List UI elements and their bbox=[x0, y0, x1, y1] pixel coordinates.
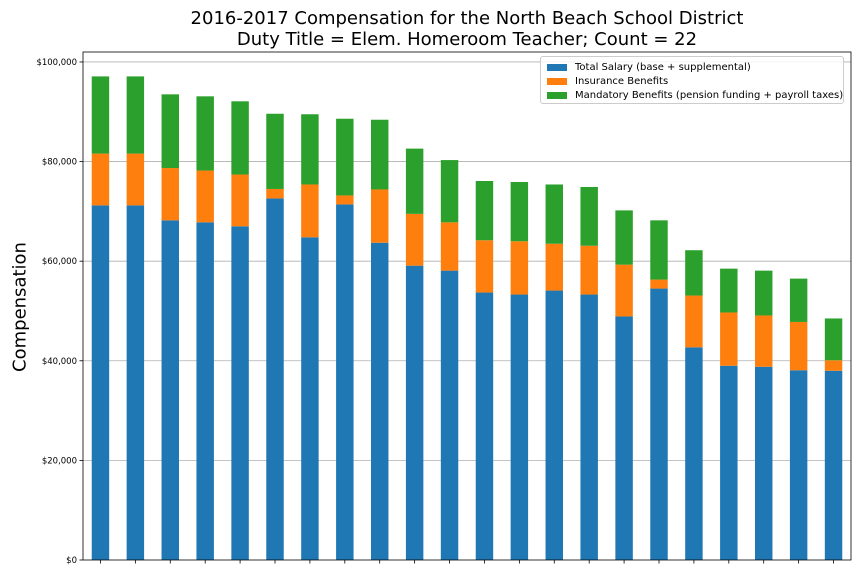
bar-salary bbox=[336, 204, 354, 560]
y-tick-label: $80,000 bbox=[42, 158, 77, 168]
bar-salary bbox=[720, 365, 738, 560]
plot-frame bbox=[82, 51, 852, 561]
bar-mandatory bbox=[231, 101, 249, 175]
bar-mandatory bbox=[336, 118, 354, 196]
legend-swatch-salary bbox=[547, 63, 567, 71]
bar-salary bbox=[266, 198, 284, 560]
bar-insurance bbox=[545, 243, 563, 291]
y-tick-label: $60,000 bbox=[42, 257, 77, 267]
bar-insurance bbox=[266, 188, 284, 199]
bar-salary bbox=[440, 270, 459, 560]
legend-label-mandatory: Mandatory Benefits (pension funding + pa… bbox=[575, 89, 844, 101]
bar-salary bbox=[580, 294, 598, 560]
bar-mandatory bbox=[720, 268, 738, 313]
bar-insurance bbox=[161, 168, 179, 221]
y-tick-label: $20,000 bbox=[42, 456, 77, 466]
bar-mandatory bbox=[405, 148, 424, 214]
bar-insurance bbox=[231, 174, 249, 227]
bar-mandatory bbox=[371, 119, 389, 190]
bar-salary bbox=[685, 347, 703, 560]
chart-subtitle: Duty Title = Elem. Homeroom Teacher; Cou… bbox=[236, 29, 698, 50]
bar-insurance bbox=[789, 321, 808, 371]
bar-mandatory bbox=[650, 220, 668, 280]
bar-insurance bbox=[510, 241, 529, 295]
legend-label-salary: Total Salary (base + supplemental) bbox=[575, 61, 751, 73]
bar-salary bbox=[231, 226, 249, 560]
bar-salary bbox=[196, 222, 214, 560]
bar-insurance bbox=[336, 195, 354, 205]
bar-mandatory bbox=[615, 210, 633, 265]
bar-mandatory bbox=[266, 113, 284, 189]
bar-mandatory bbox=[789, 278, 808, 322]
bar-salary bbox=[161, 220, 179, 560]
bar-salary bbox=[475, 292, 494, 560]
bar-mandatory bbox=[545, 184, 563, 244]
legend-swatch-insurance bbox=[547, 77, 567, 85]
bar-mandatory bbox=[91, 76, 110, 154]
bar-salary bbox=[789, 370, 808, 560]
bar-insurance bbox=[126, 153, 145, 206]
y-tick-label: $40,000 bbox=[42, 357, 77, 367]
bar-insurance bbox=[196, 170, 214, 223]
chart-title: 2016-2017 Compensation for the North Bea… bbox=[190, 8, 744, 29]
bar-insurance bbox=[301, 184, 319, 238]
legend-entry-mandatory: Mandatory Benefits (pension funding + pa… bbox=[547, 88, 843, 102]
legend: Total Salary (base + supplemental) Insur… bbox=[540, 56, 844, 104]
bar-mandatory bbox=[126, 76, 145, 154]
bar-mandatory bbox=[510, 181, 529, 242]
legend-entry-insurance: Insurance Benefits bbox=[547, 74, 837, 88]
bar-salary bbox=[371, 242, 389, 560]
y-tick-label: $100,000 bbox=[36, 58, 77, 68]
bar-insurance bbox=[580, 245, 598, 295]
bar-insurance bbox=[371, 189, 389, 243]
y-tick-label: $0 bbox=[66, 556, 77, 566]
bar-insurance bbox=[824, 360, 843, 371]
bar-insurance bbox=[720, 312, 738, 366]
bar-salary bbox=[615, 316, 633, 560]
bar-insurance bbox=[615, 264, 633, 317]
bar-insurance bbox=[405, 213, 424, 266]
bar-mandatory bbox=[196, 96, 214, 171]
bar-mandatory bbox=[824, 318, 843, 361]
bar-insurance bbox=[650, 279, 668, 289]
legend-swatch-mandatory bbox=[547, 91, 567, 99]
bar-mandatory bbox=[755, 270, 773, 316]
legend-label-insurance: Insurance Benefits bbox=[575, 75, 669, 87]
bar-insurance bbox=[440, 222, 459, 271]
legend-entry-salary: Total Salary (base + supplemental) bbox=[547, 60, 837, 74]
bar-salary bbox=[650, 288, 668, 560]
bar-salary bbox=[405, 265, 424, 560]
bar-salary bbox=[126, 205, 145, 561]
bar-salary bbox=[545, 290, 563, 560]
bar-insurance bbox=[91, 153, 110, 206]
bar-mandatory bbox=[440, 160, 459, 223]
bar-mandatory bbox=[301, 114, 319, 185]
bar-mandatory bbox=[685, 250, 703, 296]
bar-mandatory bbox=[161, 94, 179, 169]
bar-mandatory bbox=[580, 186, 598, 246]
bar-salary bbox=[91, 205, 110, 561]
bar-insurance bbox=[755, 315, 773, 367]
bar-mandatory bbox=[475, 180, 494, 241]
bar-salary bbox=[301, 237, 319, 561]
bar-salary bbox=[510, 294, 529, 560]
bar-insurance bbox=[685, 295, 703, 348]
bar-salary bbox=[755, 366, 773, 560]
bar-salary bbox=[824, 370, 843, 560]
bar-insurance bbox=[475, 240, 494, 293]
